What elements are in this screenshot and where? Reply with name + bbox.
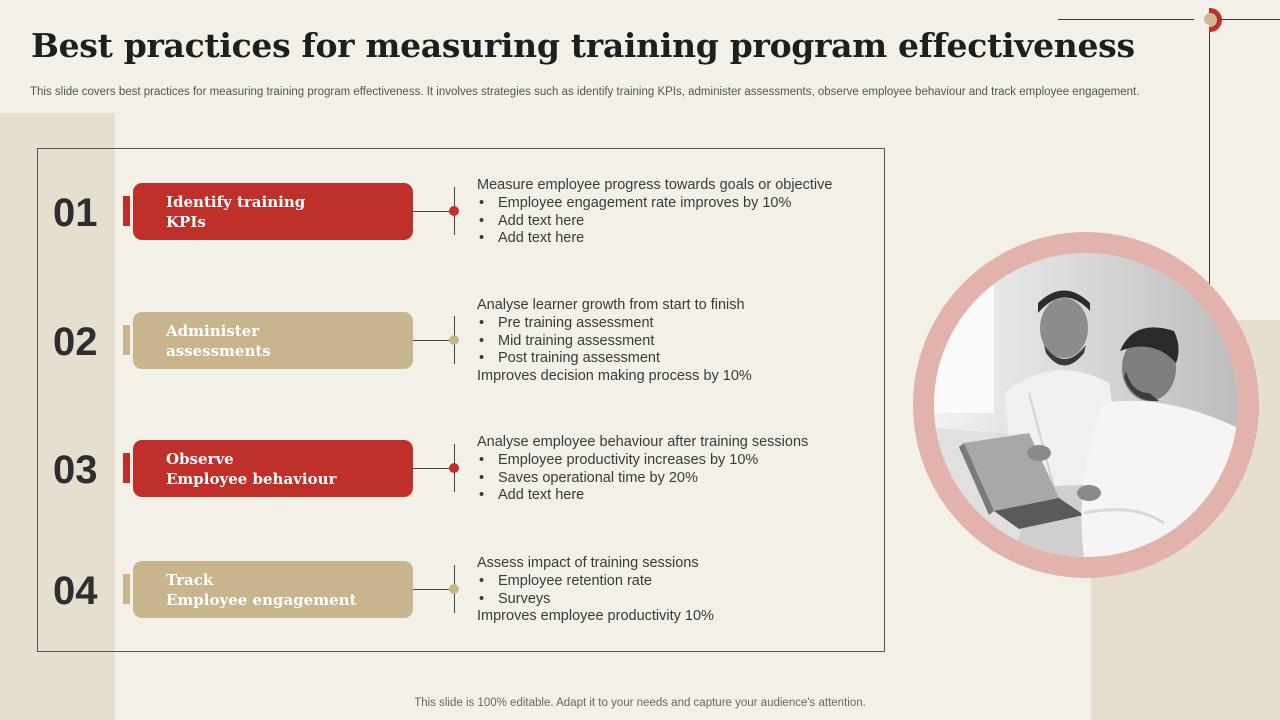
two-men-at-laptop-photo — [934, 253, 1238, 557]
step-description: Analyse learner growth from start to fin… — [477, 297, 877, 386]
step-number: 03 — [53, 448, 98, 492]
step-marker — [123, 574, 130, 604]
step-label-line: assessments — [166, 341, 271, 360]
step-number: 01 — [53, 191, 98, 235]
description-bullet: Add text here — [477, 230, 877, 248]
connector-line — [413, 589, 454, 590]
description-bullet: Add text here — [477, 487, 877, 505]
connector-dot-icon — [449, 206, 459, 216]
step-row-3: 03 Observe Employee behaviour Analyse em… — [0, 434, 1280, 524]
connector-line — [413, 468, 454, 469]
step-number: 04 — [53, 569, 98, 613]
description-line: Improves employee productivity 10% — [477, 608, 714, 625]
slide-subtitle: This slide covers best practices for mea… — [30, 86, 1140, 98]
step-label-box[interactable]: Track Employee engagement — [133, 561, 413, 618]
step-label-line: Identify training — [166, 192, 306, 211]
step-label-line: Observe — [166, 449, 234, 468]
description-bullet: Post training assessment — [477, 350, 877, 368]
step-description: Assess impact of training sessions Emplo… — [477, 555, 877, 626]
description-line: Analyse employee behaviour after trainin… — [477, 434, 809, 450]
step-label-box[interactable]: Administer assessments — [133, 312, 413, 369]
decorative-line-horizontal — [1058, 19, 1280, 20]
decorative-line-vertical — [1209, 19, 1210, 284]
description-line: Measure employee progress towards goals … — [477, 177, 833, 193]
step-label-box[interactable]: Identify training KPIs — [133, 183, 413, 240]
description-bullet: Mid training assessment — [477, 333, 877, 351]
step-label-line: Track — [166, 570, 214, 589]
step-marker — [123, 196, 130, 226]
description-bullet: Surveys — [477, 591, 877, 609]
connector-line — [413, 211, 454, 212]
description-line: Assess impact of training sessions — [477, 555, 699, 571]
step-description: Analyse employee behaviour after trainin… — [477, 434, 877, 505]
step-row-4: 04 Track Employee engagement Assess impa… — [0, 555, 1280, 645]
description-bullet: Employee engagement rate improves by 10% — [477, 195, 877, 213]
photo-illustration — [934, 253, 1238, 557]
step-label-line: Employee engagement — [166, 590, 357, 609]
connector-dot-icon — [449, 584, 459, 594]
step-row-1: 01 Identify training KPIs Measure employ… — [0, 177, 1280, 267]
step-label-line: Administer — [166, 321, 260, 340]
description-bullet: Saves operational time by 20% — [477, 470, 877, 488]
slide-footer: This slide is 100% editable. Adapt it to… — [414, 697, 866, 709]
description-line: Improves decision making process by 10% — [477, 368, 752, 385]
step-description: Measure employee progress towards goals … — [477, 177, 877, 248]
content-frame — [37, 148, 885, 652]
connector-dot-icon — [449, 335, 459, 345]
decorative-ring-mask — [1194, 6, 1209, 34]
step-marker — [123, 325, 130, 355]
step-number: 02 — [53, 320, 98, 364]
description-bullet: Employee retention rate — [477, 573, 877, 591]
description-bullet: Employee productivity increases by 10% — [477, 452, 877, 470]
background-panel-left — [0, 113, 115, 720]
step-row-2: 02 Administer assessments Analyse learne… — [0, 297, 1280, 396]
step-label-line: KPIs — [166, 212, 206, 231]
slide-title: Best practices for measuring training pr… — [31, 26, 1135, 65]
description-bullet: Add text here — [477, 213, 877, 231]
connector-dot-icon — [449, 463, 459, 473]
description-bullet: Pre training assessment — [477, 315, 877, 333]
step-marker — [123, 453, 130, 483]
step-label-line: Employee behaviour — [166, 469, 337, 488]
description-line: Analyse learner growth from start to fin… — [477, 297, 745, 313]
connector-line — [413, 340, 454, 341]
decorative-dot-icon — [1204, 13, 1216, 25]
step-label-box[interactable]: Observe Employee behaviour — [133, 440, 413, 497]
photo-frame — [913, 232, 1259, 578]
